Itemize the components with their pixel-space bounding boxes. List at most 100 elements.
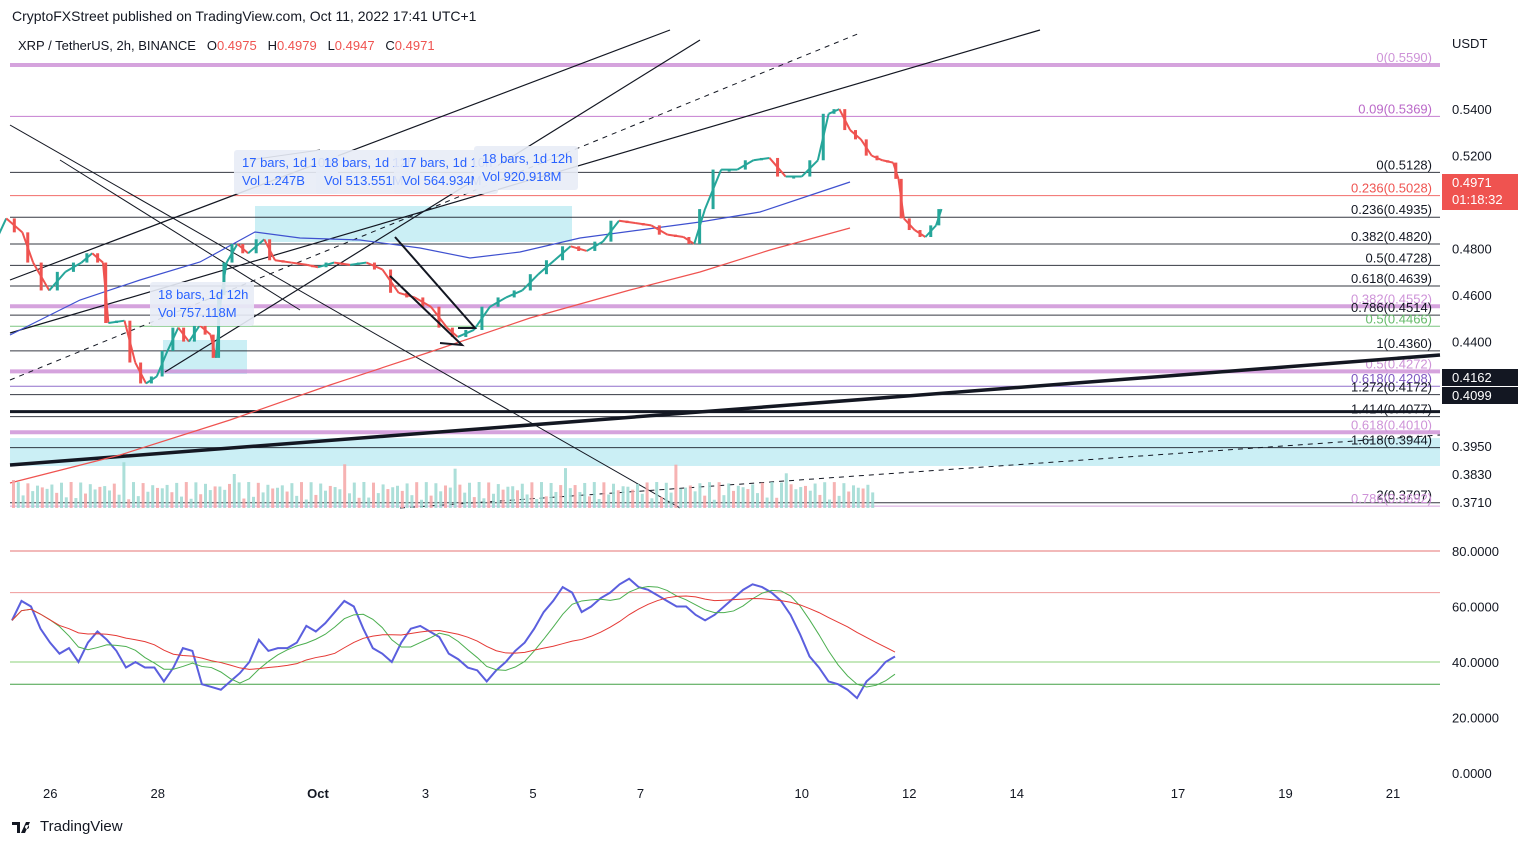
rsi-axis-tick: 20.0000 xyxy=(1452,711,1499,726)
volume-bar xyxy=(434,483,438,508)
volume-bar xyxy=(165,484,169,508)
candle-body xyxy=(26,232,30,263)
candle-body xyxy=(128,320,132,363)
volume-bar xyxy=(712,499,716,508)
volume-bar xyxy=(564,468,567,508)
volume-bar xyxy=(50,484,54,508)
volume-bar xyxy=(813,483,817,508)
volume-bar xyxy=(592,482,596,508)
candle-body xyxy=(281,260,285,263)
volume-bar xyxy=(554,491,558,508)
volume-bar xyxy=(468,482,471,508)
symbol-bar: XRP / TetherUS, 2h, BINANCE O0.4975 H0.4… xyxy=(18,38,435,53)
candle-body xyxy=(421,297,425,307)
volume-bar xyxy=(688,485,692,508)
price-segment xyxy=(0,217,8,235)
price-axis-tick: 0.4600 xyxy=(1452,288,1492,303)
volume-bar xyxy=(861,488,865,508)
measure-vol-1: Vol 513.551M xyxy=(324,173,404,188)
fib-level-label-5: 0.382(0.4820) xyxy=(1351,229,1432,244)
tradingview-brand[interactable]: TradingView xyxy=(12,818,123,835)
volume-bar xyxy=(684,487,687,508)
candle-body xyxy=(907,218,911,231)
time-axis-tick: 26 xyxy=(43,786,57,801)
volume-bar xyxy=(314,494,318,508)
volume-bar xyxy=(804,485,807,508)
fib-level-label-9: 0.786(0.4514) xyxy=(1351,300,1432,315)
volume-bar xyxy=(856,487,860,508)
candle-body xyxy=(886,160,890,163)
fib-level-label-6: 0.5(0.4728) xyxy=(1366,250,1433,265)
volume-bar xyxy=(285,491,289,508)
volume-bar xyxy=(583,482,587,508)
volume-bar xyxy=(612,483,615,508)
volume-bar xyxy=(108,490,111,508)
price-axis-tick: 0.4800 xyxy=(1452,242,1492,257)
price-axis-tick: 0.4400 xyxy=(1452,335,1492,350)
open-label: O xyxy=(206,38,217,53)
volume-bar xyxy=(847,491,851,508)
candle-body xyxy=(39,262,43,291)
volume-bar xyxy=(645,482,649,508)
volume-bar xyxy=(784,473,788,508)
volume-bar xyxy=(482,498,486,508)
candle-body xyxy=(171,327,175,351)
volume-bar xyxy=(760,482,764,508)
candle-body xyxy=(918,230,922,237)
time-axis-tick: 28 xyxy=(151,786,165,801)
volume-bar xyxy=(199,494,203,508)
volume-bar xyxy=(93,489,97,508)
candle-body xyxy=(711,169,715,210)
high-label: H xyxy=(267,38,277,53)
volume-bar xyxy=(391,487,395,508)
candle-body xyxy=(759,157,763,161)
level-tag-lower: 0.4099 xyxy=(1442,387,1518,404)
volume-bar xyxy=(12,480,15,508)
rsi-line xyxy=(11,577,896,700)
fib-level-label-19: 0.786(0.3692) xyxy=(1351,491,1432,506)
volume-bar xyxy=(45,488,49,508)
volume-bar xyxy=(516,490,519,508)
volume-bar xyxy=(261,492,265,508)
price-axis-tick: 0.5200 xyxy=(1452,149,1492,164)
volume-bar xyxy=(256,482,260,508)
candle-body xyxy=(437,306,441,328)
candle-body xyxy=(324,262,328,268)
candle-body xyxy=(311,264,315,268)
volume-bar xyxy=(400,490,404,508)
volume-bar xyxy=(453,468,457,508)
rsi-axis-tick: 0.0000 xyxy=(1452,766,1492,781)
candle-body xyxy=(687,236,691,244)
trend-line-6 xyxy=(9,353,1441,467)
rsi-axis-tick: 40.0000 xyxy=(1452,655,1499,670)
candle-body xyxy=(673,234,677,237)
volume-bar xyxy=(208,490,212,508)
rsi-signal-line xyxy=(11,586,896,688)
candle-body xyxy=(356,262,360,265)
candle-body xyxy=(657,225,661,235)
candle-body xyxy=(160,350,164,377)
volume-bar xyxy=(357,497,361,508)
volume-bar xyxy=(328,485,332,508)
volume-bar xyxy=(184,482,188,508)
volume-bar xyxy=(60,482,63,508)
last-price-value: 0.4971 xyxy=(1452,175,1492,190)
fib-level-label-17: 1.618(0.3944) xyxy=(1351,433,1432,448)
candle-body xyxy=(544,260,548,275)
low-label: L xyxy=(327,38,335,53)
volume-bar xyxy=(424,482,428,508)
measure-bars-3: 18 bars, 1d 12h xyxy=(482,151,572,166)
candle-body xyxy=(832,109,836,114)
volume-bar xyxy=(204,483,207,508)
measure-bars-2: 17 bars, 1d 10h xyxy=(402,155,492,170)
volume-bar xyxy=(717,482,721,508)
time-axis-tick: 10 xyxy=(795,786,809,801)
volume-bar xyxy=(79,482,83,508)
candle-body xyxy=(561,246,565,261)
volume-bar xyxy=(405,483,409,508)
rsi-axis-tick: 60.0000 xyxy=(1452,600,1499,615)
volume-bar xyxy=(559,485,563,508)
volume-bar xyxy=(112,483,116,508)
